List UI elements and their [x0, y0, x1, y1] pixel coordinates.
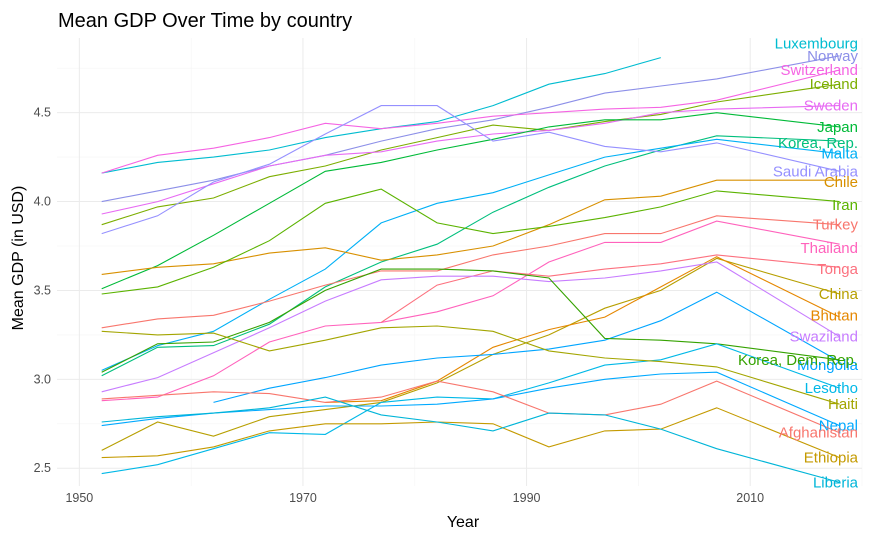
- chart-title: Mean GDP Over Time by country: [58, 10, 352, 32]
- end-label-thailand: Thailand: [800, 240, 858, 257]
- end-label-chile: Chile: [824, 174, 858, 191]
- x-axis-ticks: 1950 1970 1990 2010: [65, 491, 764, 505]
- end-label-ethiopia: Ethiopia: [804, 450, 859, 467]
- series-line-swaziland: [101, 261, 840, 393]
- end-label-norway: Norway: [807, 48, 858, 65]
- y-axis-ticks: 2.5 3.0 3.5 4.0 4.5: [34, 106, 51, 476]
- end-label-switzerland: Switzerland: [780, 62, 858, 79]
- end-label-turkey: Turkey: [813, 217, 859, 234]
- series-line-bhutan: [325, 256, 840, 403]
- end-label-liberia: Liberia: [813, 474, 859, 491]
- end-label-lesotho: Lesotho: [805, 380, 858, 397]
- y-tick-label: 3.5: [34, 283, 51, 297]
- series-line-malta: [101, 138, 840, 371]
- end-label-mongolia: Mongolia: [797, 357, 859, 374]
- series-lines: [101, 55, 840, 483]
- series-line-korea-rep: [101, 135, 840, 377]
- end-label-tonga: Tonga: [817, 261, 859, 278]
- series-line-haiti: [101, 325, 840, 405]
- series-line-afghanistan: [101, 380, 840, 434]
- series-line-norway: [101, 55, 840, 203]
- end-label-haiti: Haiti: [828, 396, 858, 413]
- end-label-malta: Malta: [821, 146, 858, 163]
- y-tick-label: 3.0: [34, 372, 51, 386]
- end-label-iceland: Iceland: [810, 76, 858, 93]
- x-tick-label: 2010: [736, 491, 764, 505]
- series-line-china: [101, 257, 840, 451]
- series-line-japan: [101, 112, 840, 290]
- series-line-ethiopia: [101, 407, 840, 459]
- series-line-nepal: [101, 371, 840, 427]
- series-line-luxembourg: [101, 57, 661, 174]
- x-tick-label: 1950: [65, 491, 93, 505]
- y-tick-label: 2.5: [34, 461, 51, 475]
- series-line-iceland: [101, 83, 840, 226]
- end-label-sweden: Sweden: [804, 98, 858, 115]
- series-line-iran: [101, 188, 840, 295]
- series-line-switzerland: [101, 69, 840, 174]
- series-line-turkey: [101, 215, 840, 329]
- end-label-bhutan: Bhutan: [810, 307, 858, 324]
- x-tick-label: 1970: [289, 491, 317, 505]
- y-tick-label: 4.5: [34, 106, 51, 120]
- end-label-nepal: Nepal: [819, 418, 858, 435]
- series-line-liberia: [101, 396, 840, 483]
- end-label-swaziland: Swaziland: [790, 329, 858, 346]
- end-label-luxembourg: Luxembourg: [775, 35, 858, 52]
- series-line-mongolia: [213, 291, 840, 403]
- y-axis-title: Mean GDP (in USD): [10, 186, 27, 331]
- end-label-korea-rep: Korea, Rep.: [778, 135, 858, 152]
- series-line-thailand: [101, 220, 840, 402]
- end-label-japan: Japan: [817, 119, 858, 136]
- y-tick-label: 4.0: [34, 195, 51, 209]
- grid: [57, 38, 863, 486]
- series-line-sweden: [101, 105, 840, 215]
- end-label-afghanistan: Afghanistan: [779, 425, 858, 442]
- x-tick-label: 1990: [513, 491, 541, 505]
- x-axis-title: Year: [447, 514, 480, 531]
- end-label-iran: Iran: [832, 197, 858, 214]
- series-line-korea-dem-rep: [101, 268, 840, 373]
- series-line-tonga: [380, 254, 840, 323]
- series-line-lesotho: [101, 343, 840, 475]
- series-line-saudi-arabia: [101, 105, 840, 235]
- end-label-korea-dem-rep: Korea, Dem. Rep.: [738, 352, 858, 369]
- end-label-china: China: [819, 286, 859, 303]
- end-label-saudi-arabia: Saudi Arabia: [773, 163, 859, 180]
- series-line-chile: [101, 179, 840, 275]
